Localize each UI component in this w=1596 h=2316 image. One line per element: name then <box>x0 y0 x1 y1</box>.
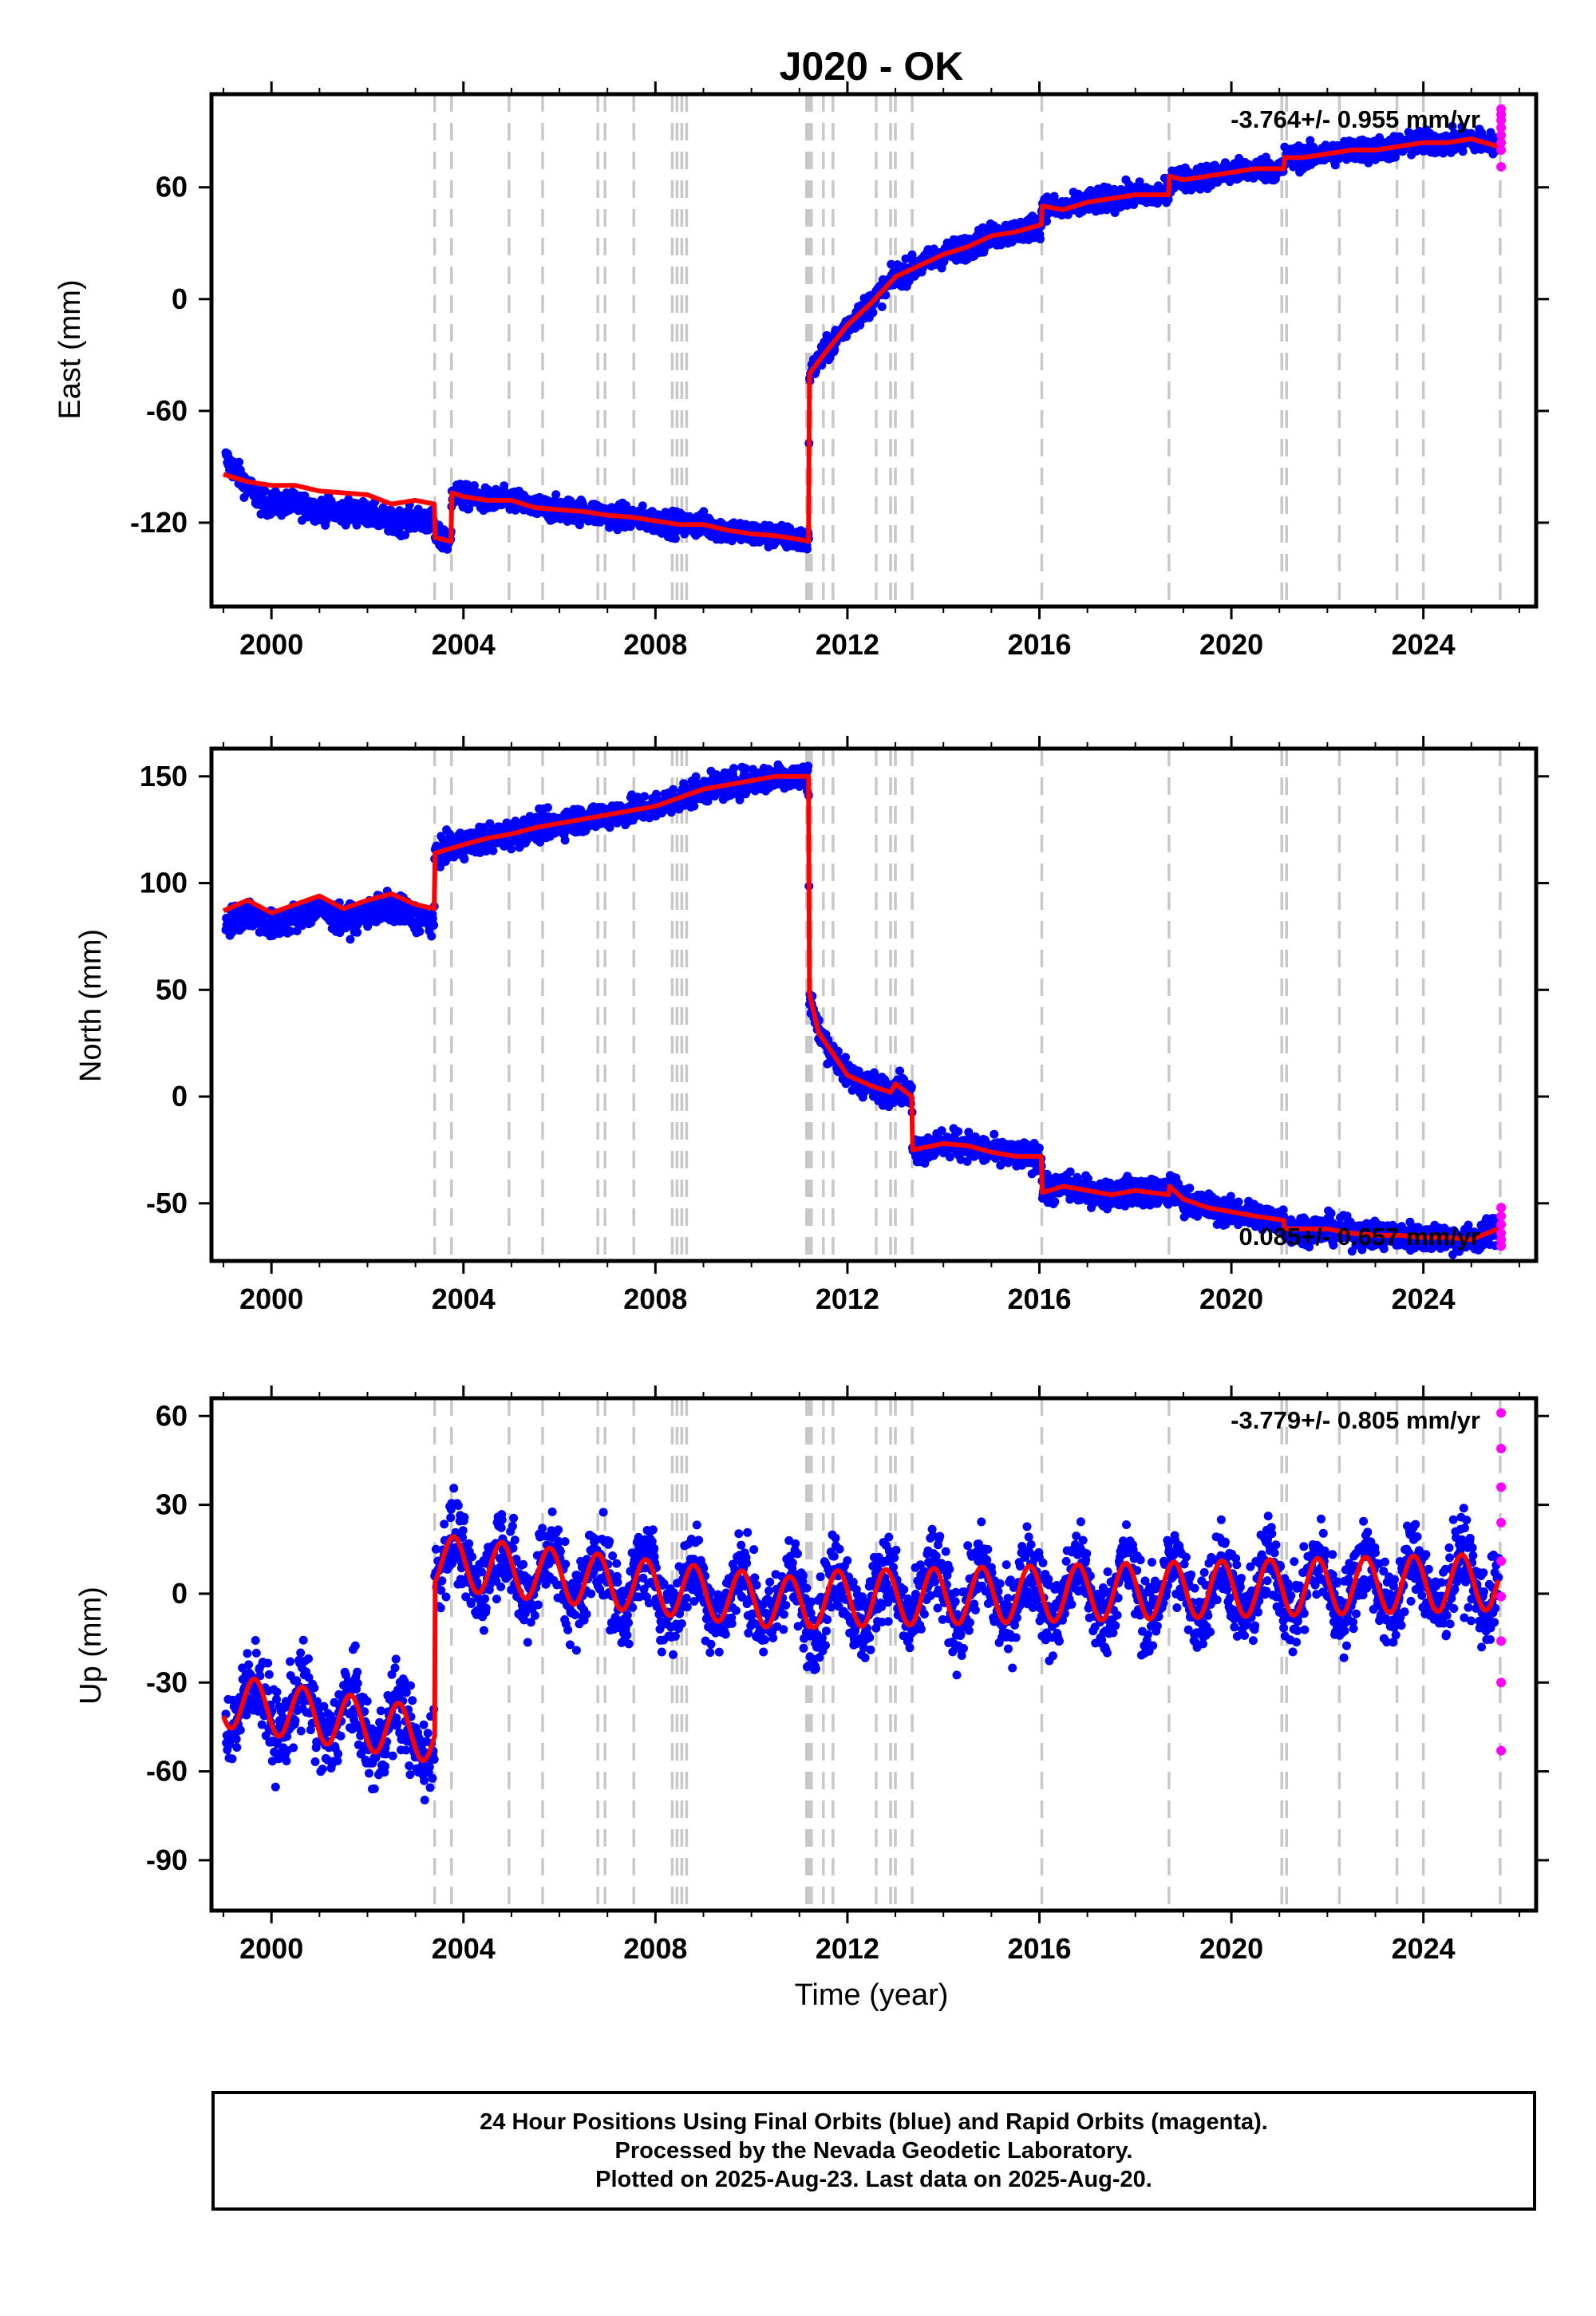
data-point <box>638 501 647 511</box>
chart-title: J020 - OK <box>780 44 964 89</box>
final-orbit-points-east <box>221 121 1503 554</box>
data-point <box>699 507 709 516</box>
data-point <box>346 935 355 944</box>
data-point <box>785 524 795 533</box>
data-point <box>415 927 425 936</box>
data-point <box>1065 1167 1075 1176</box>
data-point <box>954 1127 963 1136</box>
data-point <box>1458 147 1468 156</box>
data-point <box>691 772 701 781</box>
data-point <box>449 852 459 862</box>
x-tick-label-east: 2004 <box>432 628 496 661</box>
data-point <box>460 855 469 864</box>
rapid-data-point <box>1496 162 1507 172</box>
plot-area-east <box>221 94 1507 607</box>
y-tick-label-east: -60 <box>146 394 188 427</box>
data-point <box>395 506 405 516</box>
data-point <box>1036 235 1045 243</box>
data-point <box>670 534 680 543</box>
data-point <box>488 846 498 856</box>
data-point <box>887 259 896 269</box>
x-tick-label-east: 2020 <box>1199 628 1263 661</box>
data-point <box>841 1053 850 1062</box>
x-tick-label-east: 2012 <box>816 628 879 661</box>
data-point <box>469 480 479 490</box>
data-point <box>803 544 812 554</box>
data-point <box>689 801 699 811</box>
data-point <box>830 346 839 354</box>
data-point <box>429 920 439 930</box>
data-point <box>543 803 552 812</box>
x-tick-label-east: 2008 <box>623 628 687 661</box>
data-point <box>401 530 410 539</box>
data-point <box>945 1152 954 1162</box>
plot-area-north <box>221 749 1507 1261</box>
x-tick-label-east: 2024 <box>1392 628 1456 661</box>
data-point <box>990 1129 999 1139</box>
data-point <box>260 486 270 496</box>
data-point <box>1050 1197 1060 1207</box>
data-point <box>551 490 561 500</box>
data-point <box>439 525 448 535</box>
y-tick-label-east: -120 <box>130 506 188 539</box>
data-point <box>560 836 570 845</box>
data-point <box>669 785 678 794</box>
data-point <box>235 457 244 467</box>
model-line-east <box>221 136 1500 544</box>
data-point <box>804 761 813 771</box>
data-point <box>427 931 437 941</box>
y-tick-label-east: 60 <box>156 171 188 204</box>
ylabel-east: East (mm) <box>53 279 87 419</box>
rate-label-east: -3.764+/- 0.955 mm/yr <box>1231 105 1480 133</box>
data-point <box>729 764 739 773</box>
final-orbit-points-north <box>221 760 1503 1259</box>
data-point <box>507 844 516 854</box>
panel-east: 2000 2004 2008 2012 2016 2020 2024 60 0 -60 -120 E… <box>53 81 1549 661</box>
x-tick-label-east: 2000 <box>239 628 303 661</box>
data-point <box>640 792 650 801</box>
x-tick-label-east: 2016 <box>1007 628 1071 661</box>
panel-north: 2000 2004 2008 2012 2016 2020 2024150100500-50… <box>74 736 1549 1315</box>
data-point <box>901 254 911 263</box>
data-point <box>877 302 887 311</box>
rapid-data-point <box>1496 145 1507 156</box>
y-tick-label-east: 0 <box>172 283 188 315</box>
data-point <box>907 1082 916 1092</box>
data-point <box>1034 1144 1044 1152</box>
data-point <box>868 308 878 318</box>
data-point <box>353 927 362 937</box>
